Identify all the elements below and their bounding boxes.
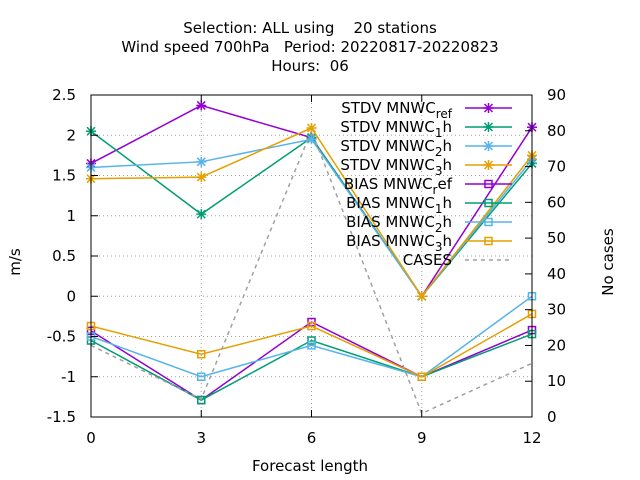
y-tick-label: 1	[66, 207, 76, 225]
data-point-bias-mnwc-3h	[197, 349, 206, 359]
y2-tick-label: 40	[547, 265, 566, 283]
series-line-stdv-mnwc-2h	[90, 138, 533, 298]
legend-label: STDV MNWC1h	[340, 118, 452, 140]
y2-tick-label: 70	[547, 158, 566, 176]
legend-sample-marker	[483, 160, 494, 170]
legend-sample-marker	[483, 141, 494, 151]
x-axis-label: Forecast length	[252, 457, 368, 475]
y-tick-label: 2	[66, 126, 76, 144]
data-point-bias-mnwc-1h	[197, 395, 206, 405]
y-axis-label: m/s	[6, 248, 24, 276]
x-tick-label: 9	[417, 429, 427, 447]
legend-entry-stdv-mnwc-3h: STDV MNWC3h	[340, 156, 512, 178]
y2-tick-label: 30	[547, 301, 566, 319]
legend-sample-marker	[484, 179, 493, 189]
legend-label: BIAS MNWCref	[344, 175, 453, 197]
y2-tick-label: 90	[547, 86, 566, 104]
legend-label: STDV MNWC3h	[340, 156, 452, 178]
y2-tick-label: 60	[547, 193, 566, 211]
legend-label: STDV MNWC2h	[340, 137, 452, 159]
data-point-bias-mnwc-1h	[307, 336, 316, 345]
legend-entry-bias-mnwc-2h: BIAS MNWC2h	[346, 213, 512, 235]
legend-entry-stdv-mnwc-ref: STDV MNWCref	[341, 99, 512, 121]
data-point-stdv-mnwc-3h	[416, 291, 427, 302]
data-point-stdv-mnwc-ref	[196, 100, 207, 111]
data-point-bias-mnwc-2h	[307, 341, 316, 350]
y2-tick-label: 10	[547, 372, 566, 390]
y-tick-label: 1.5	[52, 167, 76, 185]
legend-label: BIAS MNWC2h	[346, 213, 452, 235]
legend-sample-marker	[484, 236, 493, 246]
legend-sample-marker	[483, 122, 494, 132]
x-tick-label: 12	[522, 429, 541, 447]
series-line-bias-mnwc-3h	[90, 313, 533, 378]
chart-title-line-1: Selection: ALL using 20 stations	[183, 19, 437, 37]
legend-entry-stdv-mnwc-2h: STDV MNWC2h	[340, 137, 512, 159]
legend-entry-bias-mnwc-ref: BIAS MNWCref	[344, 175, 512, 197]
y-tick-label: 2.5	[52, 86, 76, 104]
y2-tick-label: 80	[547, 122, 566, 140]
legend-label: BIAS MNWC3h	[346, 232, 452, 254]
legend-sample-marker	[484, 198, 493, 208]
y2-tick-label: 50	[547, 229, 566, 247]
ticks: 0 3 6 9 12 -1.5 -1 -0.5 0 0.5 1 1.5 2 2.5 0 10 20 30 40 50 6…	[47, 86, 566, 447]
data-point-stdv-mnwc-3h	[196, 172, 207, 183]
y-tick-label: -1	[61, 368, 76, 386]
x-tick-label: 6	[307, 429, 317, 447]
legend-sample-marker	[484, 217, 493, 227]
y2-tick-label: 20	[547, 336, 566, 354]
y-tick-label: 0.5	[52, 247, 76, 265]
x-tick-label: 3	[196, 429, 206, 447]
legend-entry-bias-mnwc-1h: BIAS MNWC1h	[346, 194, 512, 216]
legend-label: STDV MNWCref	[341, 99, 453, 121]
data-point-stdv-mnwc-3h	[306, 123, 317, 134]
y-tick-label: -0.5	[47, 328, 76, 346]
legend-entry-stdv-mnwc-1h: STDV MNWC1h	[340, 118, 512, 140]
y2-tick-label: 0	[547, 408, 557, 426]
series-line-bias-mnwc-1h	[90, 333, 533, 401]
chart-title-line-2: Wind speed 700hPa Period: 20220817-20220…	[121, 38, 498, 56]
legend-label: CASES	[403, 251, 452, 269]
data-point-bias-mnwc-3h	[417, 372, 426, 381]
legend-entry-cases: CASES	[403, 251, 512, 269]
data-point-bias-mnwc-3h	[307, 321, 316, 331]
legend-entry-bias-mnwc-3h: BIAS MNWC3h	[346, 232, 512, 254]
data-point-stdv-mnwc-2h	[196, 156, 207, 167]
chart-title-line-3: Hours: 06	[271, 57, 349, 75]
y-tick-label: 0	[66, 287, 76, 305]
y-tick-label: -1.5	[47, 408, 76, 426]
x-tick-label: 0	[86, 429, 96, 447]
legend-label: BIAS MNWC1h	[346, 194, 452, 216]
data-point-bias-mnwc-2h	[197, 372, 206, 381]
y2-axis-label: No cases	[599, 228, 617, 296]
legend-sample-marker	[483, 103, 494, 113]
series-line-bias-mnwc-2h	[90, 295, 533, 378]
data-point-stdv-mnwc-1h	[196, 209, 207, 220]
series-line-cases	[90, 128, 533, 415]
